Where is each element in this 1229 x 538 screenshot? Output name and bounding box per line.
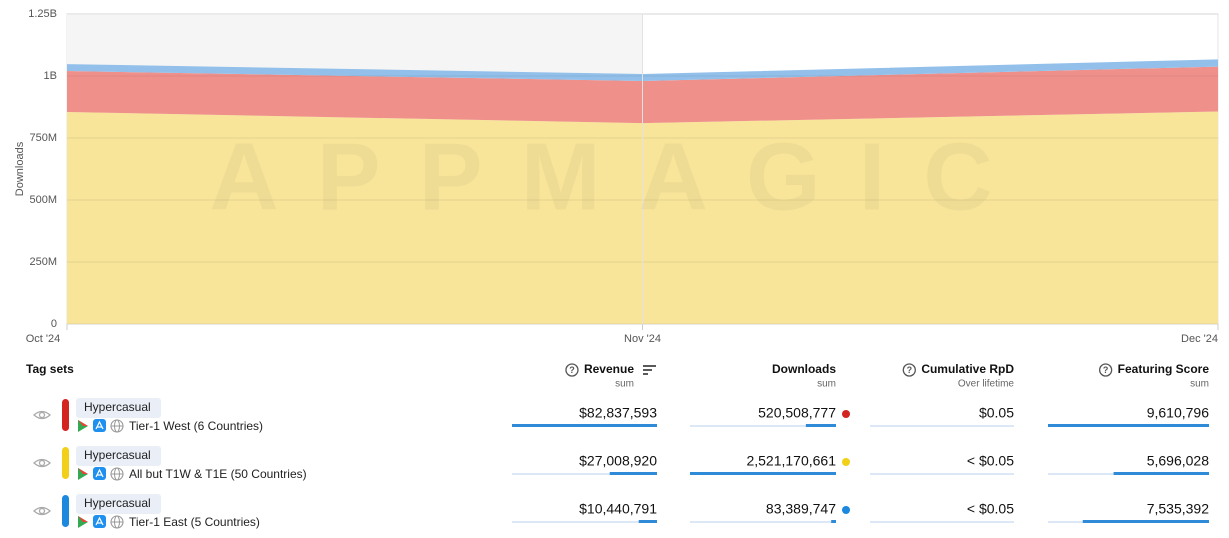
cell-bar-track xyxy=(870,425,1014,427)
header-sub: sum xyxy=(615,379,634,390)
x-tick-label: Dec '24 xyxy=(1181,333,1218,345)
header-title[interactable]: Cumulative RpD xyxy=(921,362,1014,376)
cell-bar xyxy=(609,472,657,475)
y-tick-label: 750M xyxy=(29,132,57,144)
x-tick-label: Oct '24 xyxy=(26,333,61,345)
visibility-pupil xyxy=(38,507,46,515)
cell-value: $10,440,791 xyxy=(579,501,657,517)
app-store-glyph xyxy=(95,420,104,430)
visibility-pupil xyxy=(38,411,46,419)
header-sub: sum xyxy=(817,379,836,390)
row-dot xyxy=(842,410,850,418)
header-sub: sum xyxy=(1190,379,1209,390)
cell-bar-track xyxy=(690,425,836,427)
cell-bar-track xyxy=(870,521,1014,523)
tag-chip xyxy=(76,446,161,466)
row-color xyxy=(62,447,69,479)
cell-bar-track xyxy=(690,521,836,523)
cell-bar xyxy=(638,520,657,523)
tag-label: Hypercasual xyxy=(84,400,151,414)
watermark: APPMAGIC xyxy=(209,123,1030,230)
cell-value: 7,535,392 xyxy=(1147,501,1209,517)
tag-chip xyxy=(76,398,161,418)
y-tick-label: 0 xyxy=(51,318,57,330)
y-axis-label: Downloads xyxy=(14,141,26,196)
cell-value: $27,008,920 xyxy=(579,453,657,469)
header-title[interactable]: Downloads xyxy=(772,362,836,376)
google-play-icon-top xyxy=(78,516,88,522)
row-color xyxy=(62,399,69,431)
row-color xyxy=(62,495,69,527)
cell-value: < $0.05 xyxy=(967,501,1014,517)
y-tick-label: 1.25B xyxy=(28,8,57,20)
cell-value: < $0.05 xyxy=(967,453,1014,469)
cell-value: 2,521,170,661 xyxy=(746,453,836,469)
cell-value: 9,610,796 xyxy=(1147,405,1209,421)
app-store-glyph xyxy=(95,516,104,526)
header-title[interactable]: Featuring Score xyxy=(1118,362,1210,376)
visibility-toggle[interactable] xyxy=(33,458,51,468)
cell-value: $82,837,593 xyxy=(579,405,657,421)
tag-chip xyxy=(76,494,161,514)
visibility-toggle[interactable] xyxy=(33,410,51,420)
cell-bar xyxy=(690,472,836,475)
x-tick-label: Nov '24 xyxy=(624,333,661,345)
google-play-icon-top xyxy=(78,468,88,474)
google-play-icon-top xyxy=(78,420,88,426)
cell-bar xyxy=(805,424,836,427)
row-dot xyxy=(842,458,850,466)
cell-value: $0.05 xyxy=(979,405,1014,421)
cell-bar xyxy=(512,424,657,427)
row-dot xyxy=(842,506,850,514)
cell-bar xyxy=(1113,472,1209,475)
visibility-toggle[interactable] xyxy=(33,506,51,516)
visibility-pupil xyxy=(38,459,46,467)
tag-label: Hypercasual xyxy=(84,496,151,510)
help-icon-mark: ? xyxy=(1103,365,1109,375)
cell-bar-track xyxy=(512,473,657,475)
area xyxy=(67,59,1218,81)
help-icon[interactable] xyxy=(1098,363,1113,377)
row-name: Tier-1 West (6 Countries) xyxy=(129,419,263,433)
cell-value: 83,389,747 xyxy=(766,501,836,517)
help-icon-mark: ? xyxy=(907,365,913,375)
cell-value: 5,696,028 xyxy=(1147,453,1209,469)
y-tick-label: 1B xyxy=(44,70,57,82)
help-icon-mark: ? xyxy=(569,365,575,375)
help-icon[interactable] xyxy=(902,363,916,377)
cell-bar-track xyxy=(870,473,1014,475)
cell-bar-track xyxy=(512,521,657,523)
app-store-glyph xyxy=(95,468,104,478)
cell-bar xyxy=(831,520,836,523)
cell-bar xyxy=(1048,424,1209,427)
header-title: Tag sets xyxy=(26,362,74,376)
header-title[interactable]: Revenue xyxy=(584,362,634,376)
help-icon[interactable] xyxy=(565,363,579,377)
row-name: All but T1W & T1E (50 Countries) xyxy=(129,467,307,481)
cell-value: 520,508,777 xyxy=(758,405,836,421)
tag-label: Hypercasual xyxy=(84,448,151,462)
y-tick-label: 250M xyxy=(29,256,57,268)
header-sub: Over lifetime xyxy=(958,379,1015,390)
cell-bar xyxy=(1082,520,1209,523)
y-tick-label: 500M xyxy=(29,194,57,206)
row-name: Tier-1 East (5 Countries) xyxy=(129,515,260,529)
